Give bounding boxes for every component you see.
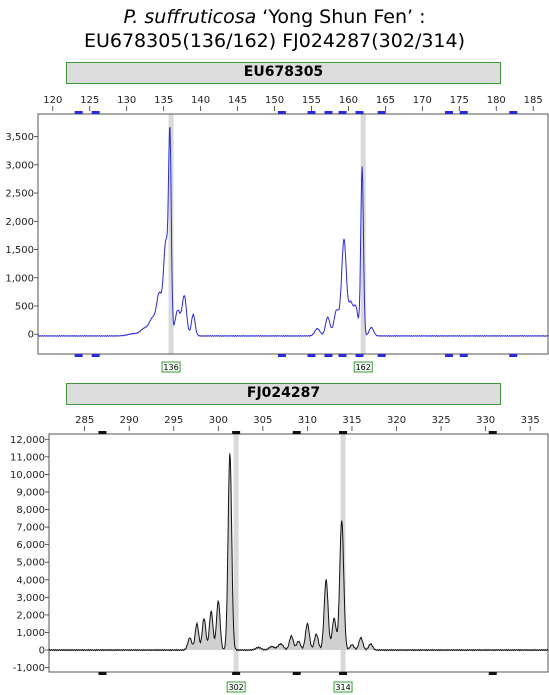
bin-marker-bottom bbox=[98, 672, 106, 675]
bin-marker-top bbox=[489, 431, 497, 434]
y-tick-label: 8,000 bbox=[16, 505, 45, 516]
bin-marker-top bbox=[339, 111, 347, 114]
plot-frame bbox=[49, 434, 548, 672]
x-tick-label: 140 bbox=[191, 95, 210, 106]
trace-fill bbox=[49, 453, 548, 650]
bin-marker-top bbox=[307, 111, 315, 114]
bin-marker-bottom bbox=[509, 354, 517, 357]
y-tick-label: 10,000 bbox=[10, 470, 45, 481]
bin-marker-bottom bbox=[232, 672, 240, 675]
bin-marker-top bbox=[92, 111, 100, 114]
bin-marker-top bbox=[98, 431, 106, 434]
title-species: P. suffruticosa bbox=[123, 6, 256, 28]
y-tick-label: 3,500 bbox=[5, 132, 34, 143]
x-tick-label: 125 bbox=[80, 95, 99, 106]
y-tick-label: 4,000 bbox=[16, 575, 45, 586]
allele-label: 314 bbox=[335, 683, 350, 692]
x-tick-label: 300 bbox=[209, 415, 228, 426]
bin-marker-top bbox=[232, 431, 240, 434]
y-tick-label: 7,000 bbox=[16, 523, 45, 534]
electropherogram-eu678305: 120 125 130 135 140 145 150 155 160 165 170 175 180 1… bbox=[0, 92, 549, 377]
trace-line bbox=[38, 127, 548, 336]
x-tick-label: 155 bbox=[302, 95, 321, 106]
bin-marker-bottom bbox=[278, 354, 286, 357]
bin-marker-bottom bbox=[445, 354, 453, 357]
x-tick-label: 180 bbox=[487, 95, 506, 106]
bin-marker-bottom bbox=[356, 354, 364, 357]
x-tick-label: 170 bbox=[413, 95, 432, 106]
bin-marker-bottom bbox=[489, 672, 497, 675]
y-tick-label: 3,000 bbox=[5, 160, 34, 171]
x-tick-label: 160 bbox=[339, 95, 358, 106]
bin-marker-top bbox=[460, 111, 468, 114]
locus-bar-eu678305: EU678305 bbox=[66, 62, 501, 84]
bin-marker-top bbox=[378, 111, 386, 114]
x-tick-label: 310 bbox=[298, 415, 317, 426]
bin-marker-bottom bbox=[339, 672, 347, 675]
x-tick-label: 185 bbox=[524, 95, 543, 106]
bin-marker-top bbox=[339, 431, 347, 434]
x-tick-label: 285 bbox=[75, 415, 94, 426]
y-tick-label: 6,000 bbox=[16, 540, 45, 551]
bin-marker-bottom bbox=[293, 672, 301, 675]
x-tick-label: 290 bbox=[120, 415, 139, 426]
chart-title: P. suffruticosa ‘Yong Shun Fen’ : bbox=[0, 6, 549, 28]
bin-marker-bottom bbox=[378, 354, 386, 357]
bin-marker-bottom bbox=[75, 354, 83, 357]
electropherogram-fj024287: 285 290 295 300 305 310 315 320 325 330 335 -1,000 0… bbox=[0, 412, 549, 695]
plot-frame bbox=[38, 114, 548, 354]
trace-line bbox=[49, 453, 548, 650]
x-tick-label: 325 bbox=[432, 415, 451, 426]
x-tick-label: 335 bbox=[521, 415, 540, 426]
y-tick-label: 0 bbox=[39, 646, 45, 657]
y-tick-label: 1,500 bbox=[5, 245, 34, 256]
bin-marker-bottom bbox=[324, 354, 332, 357]
y-tick-label: 9,000 bbox=[16, 487, 45, 498]
bin-marker-top bbox=[509, 111, 517, 114]
x-tick-label: 320 bbox=[387, 415, 406, 426]
y-tick-label: 5,000 bbox=[16, 558, 45, 569]
y-tick-label: 2,000 bbox=[16, 610, 45, 621]
title-cultivar: ‘Yong Shun Fen’ : bbox=[256, 6, 425, 28]
bin-marker-bottom bbox=[339, 354, 347, 357]
locus-bar-fj024287: FJ024287 bbox=[66, 383, 501, 405]
chart-subtitle: EU678305(136/162) FJ024287(302/314) bbox=[0, 30, 549, 52]
bin-marker-top bbox=[75, 111, 83, 114]
x-tick-label: 295 bbox=[164, 415, 183, 426]
x-tick-label: 330 bbox=[476, 415, 495, 426]
bin-marker-top bbox=[324, 111, 332, 114]
y-tick-label: 2,000 bbox=[5, 217, 34, 228]
x-tick-label: 165 bbox=[376, 95, 395, 106]
y-tick-label: 1,000 bbox=[5, 273, 34, 284]
bin-marker-top bbox=[293, 431, 301, 434]
allele-label: 302 bbox=[228, 683, 243, 692]
x-tick-label: 130 bbox=[117, 95, 136, 106]
y-tick-label: 3,000 bbox=[16, 593, 45, 604]
allele-label: 162 bbox=[356, 363, 371, 372]
y-tick-label: 2,500 bbox=[5, 189, 34, 200]
y-tick-label: 500 bbox=[15, 302, 34, 313]
bin-marker-top bbox=[278, 111, 286, 114]
x-tick-label: 315 bbox=[342, 415, 361, 426]
bin-marker-bottom bbox=[92, 354, 100, 357]
bin-marker-bottom bbox=[307, 354, 315, 357]
bin-marker-bottom bbox=[460, 354, 468, 357]
bin-marker-top bbox=[356, 111, 364, 114]
bin-marker-top bbox=[445, 111, 453, 114]
x-tick-label: 305 bbox=[253, 415, 272, 426]
x-tick-label: 145 bbox=[228, 95, 247, 106]
y-tick-label: 12,000 bbox=[10, 435, 45, 446]
y-tick-label: 11,000 bbox=[10, 452, 45, 463]
x-tick-label: 135 bbox=[154, 95, 173, 106]
x-tick-label: 150 bbox=[265, 95, 284, 106]
y-tick-label: 0 bbox=[28, 330, 34, 341]
y-tick-label: -1,000 bbox=[13, 663, 45, 674]
allele-label: 136 bbox=[163, 363, 178, 372]
x-tick-label: 175 bbox=[450, 95, 469, 106]
y-tick-label: 1,000 bbox=[16, 628, 45, 639]
x-tick-label: 120 bbox=[43, 95, 62, 106]
